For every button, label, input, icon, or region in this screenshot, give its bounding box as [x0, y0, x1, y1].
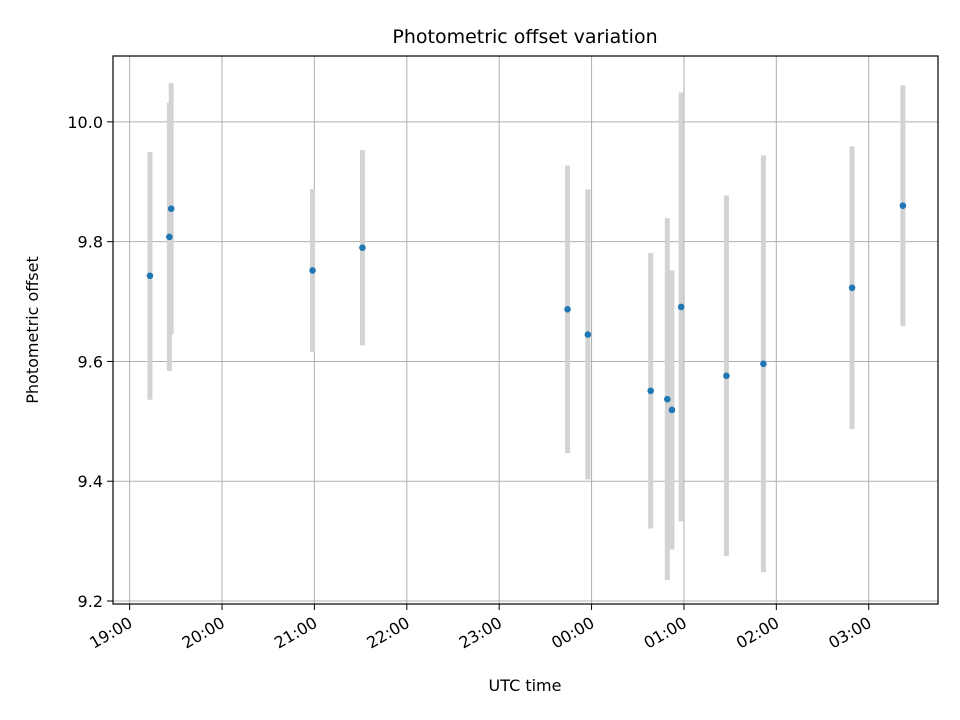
data-point [664, 395, 671, 403]
plot-frame [112, 55, 939, 605]
data-point [146, 272, 154, 280]
data-point [167, 205, 175, 213]
data-point [668, 406, 676, 414]
x-tick-label: 20:00 [179, 613, 228, 653]
data-point [564, 306, 571, 313]
y-tick-label: 9.6 [78, 352, 103, 371]
x-tick-label: 21:00 [271, 613, 320, 653]
x-tick-label: 01:00 [641, 613, 690, 653]
data-point [899, 202, 907, 210]
y-axis-label: Photometric offset [23, 256, 42, 404]
y-tick-label: 9.4 [78, 472, 103, 491]
data-point [584, 331, 592, 338]
grid-lines [113, 56, 938, 604]
data-points [146, 202, 907, 414]
x-axis-label: UTC time [489, 676, 562, 695]
chart-title: Photometric offset variation [392, 26, 657, 48]
error-bars [147, 82, 906, 581]
data-point [848, 284, 856, 292]
y-tick-label: 9.8 [78, 233, 103, 252]
y-tick-label: 10.0 [67, 113, 103, 132]
y-tick-label: 9.2 [78, 592, 103, 611]
data-point [677, 303, 685, 311]
y-axis-ticks: 9.2 9.4 9.6 9.8 10.0 [67, 113, 113, 611]
x-axis-ticks: 19:00 20:00 21:00 22:00 23:00 00:00 01:00 02:00… [86, 604, 875, 653]
x-tick-label: 00:00 [548, 613, 597, 653]
x-tick-label: 03:00 [825, 613, 874, 653]
x-tick-label: 22:00 [363, 613, 412, 653]
data-point [723, 372, 730, 380]
x-tick-label: 02:00 [733, 613, 782, 653]
data-point [359, 244, 366, 251]
data-point [309, 267, 316, 274]
data-point [166, 233, 173, 241]
x-tick-label: 23:00 [456, 613, 505, 653]
data-point [760, 360, 767, 368]
x-tick-label: 19:00 [86, 613, 135, 653]
data-point [647, 387, 654, 395]
